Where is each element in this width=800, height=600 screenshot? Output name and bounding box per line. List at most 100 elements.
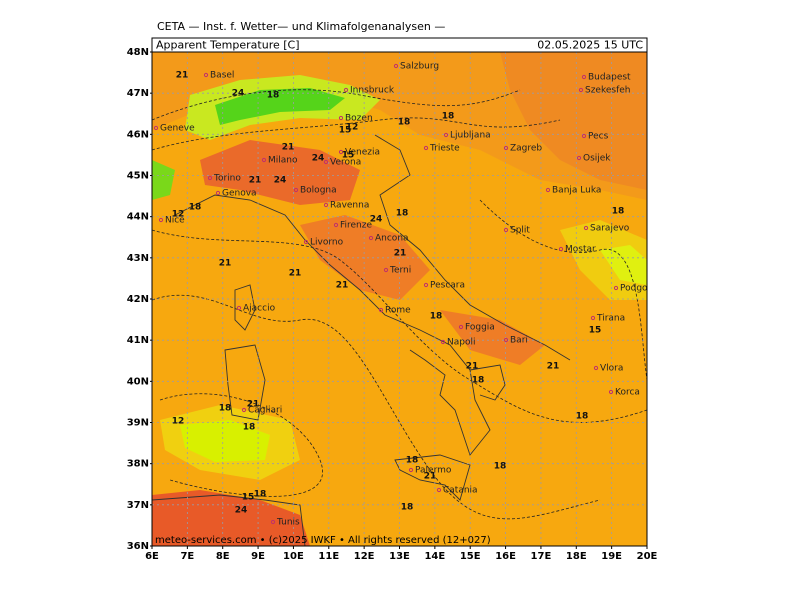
contour-label: 18 <box>401 503 414 513</box>
contour-label: 21 <box>249 176 262 186</box>
city-label: Budapest <box>588 73 631 83</box>
lat-label: 39N <box>127 418 149 429</box>
contour-label: 12 <box>172 210 185 220</box>
city-label: Osijek <box>583 154 611 164</box>
city-label: Cagliari <box>248 406 282 416</box>
contour-label: 18 <box>472 376 485 386</box>
contour-label: 18 <box>219 404 232 414</box>
city-label: Milano <box>268 156 298 166</box>
city-dot <box>443 132 449 138</box>
city-label: Torino <box>213 174 241 184</box>
contour-label: 12 <box>346 123 359 133</box>
contour-label: 21 <box>289 269 302 279</box>
city-label: Mostar <box>565 245 596 255</box>
contour-label: 18 <box>243 423 256 433</box>
city-dot <box>423 145 429 151</box>
hot-zone <box>152 490 310 546</box>
city-label: Pecs <box>588 132 609 142</box>
cold-zone <box>215 88 345 125</box>
lat-label: 46N <box>127 129 149 140</box>
contour-label: 21 <box>176 71 189 81</box>
city-dot <box>270 519 276 525</box>
warm-zone <box>500 52 647 190</box>
city-label: Napoli <box>447 338 475 348</box>
city-label: Innsbruck <box>350 86 395 96</box>
city-dot <box>408 467 414 473</box>
hot-zone <box>300 215 430 300</box>
lat-label: 48N <box>127 47 149 58</box>
city-dot <box>581 133 587 139</box>
city-label: Venezia <box>345 148 380 158</box>
city-label: Split <box>510 226 530 236</box>
city-dot <box>153 125 159 131</box>
contour-label: 18 <box>396 209 409 219</box>
city-label: Firenze <box>340 221 372 231</box>
city-label: Bozen <box>345 114 373 124</box>
city-label: Pescara <box>430 281 465 291</box>
contour <box>152 229 647 423</box>
city-label: Geneve <box>160 124 195 134</box>
city-dot <box>338 149 344 155</box>
city-dot <box>241 407 247 413</box>
footer: meteo-services.com • (c)2025 IWKF • All … <box>155 535 491 546</box>
lon-label: 12E <box>354 551 375 562</box>
city-label: Livorno <box>310 238 344 248</box>
city-label: Vlora <box>600 364 623 374</box>
contour <box>152 294 601 520</box>
city-label: Sarajevo <box>590 224 630 234</box>
city-dot <box>338 115 344 121</box>
city-dot <box>440 339 446 345</box>
city-dot <box>207 175 213 181</box>
coastline <box>152 494 306 546</box>
lon-label: 20E <box>637 551 658 562</box>
city-dot <box>503 145 509 151</box>
lat-label: 41N <box>127 335 149 346</box>
contour-label: 21 <box>424 472 437 482</box>
cool-zone <box>600 245 647 285</box>
city-label: Foggia <box>465 323 495 333</box>
contour-label: 24 <box>274 176 287 186</box>
lon-label: 15E <box>460 551 481 562</box>
contour <box>159 393 323 497</box>
city-dot <box>261 157 267 163</box>
city-label: Genova <box>222 189 257 199</box>
contour-label: 21 <box>466 362 479 372</box>
lon-label: 18E <box>566 551 587 562</box>
contour-label: 15 <box>339 126 352 136</box>
city-label: Verona <box>330 158 361 168</box>
cities: Basel Innsbruck Salzburg Budapest Szekesfeh B… <box>153 62 647 528</box>
city-dot <box>590 315 596 321</box>
city-dot <box>613 285 619 291</box>
lat-label: 45N <box>127 171 149 182</box>
graticule <box>152 52 647 546</box>
city-dot <box>333 222 339 228</box>
axes: 48N 47N 46N 45N 44N 43N 42N 41N 40N 39N 38N 37N 36N6… <box>127 47 658 562</box>
coastline <box>224 284 471 501</box>
city-label: Palermo <box>415 466 452 476</box>
city-dot <box>368 235 374 241</box>
timestamp: 02.05.2025 15 UTC <box>537 39 643 52</box>
contour-label: 15 <box>589 326 602 336</box>
city-dot <box>583 225 589 231</box>
lon-label: 11E <box>318 551 339 562</box>
contour-label: 21 <box>282 143 295 153</box>
city-dot <box>581 74 587 80</box>
lon-label: 6E <box>145 551 159 562</box>
city-label: Ajaccio <box>243 304 276 314</box>
contour <box>152 89 521 121</box>
city-dot <box>378 307 384 313</box>
city-label: Ljubljana <box>450 131 491 141</box>
city-dot <box>293 187 299 193</box>
city-label: Basel <box>210 71 234 81</box>
contour-label: 24 <box>312 154 325 164</box>
city-label: Salzburg <box>400 62 439 72</box>
contour-label: 15 <box>342 151 355 161</box>
lon-label: 17E <box>531 551 552 562</box>
city-label: Catania <box>443 486 478 496</box>
contour <box>479 199 647 381</box>
contour-label: 18 <box>494 462 507 472</box>
city-dot <box>545 187 551 193</box>
contour-label: 18 <box>398 118 411 128</box>
city-dot <box>383 267 389 273</box>
lat-label: 47N <box>127 88 149 99</box>
